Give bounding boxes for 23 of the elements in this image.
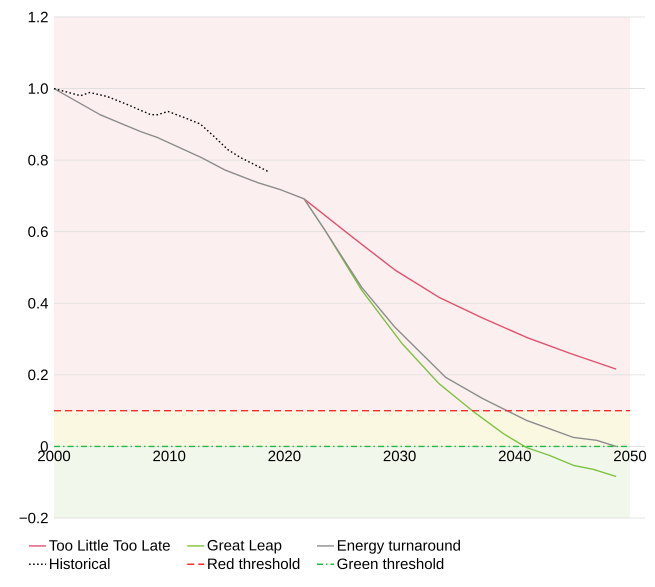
legend-label: Energy turnaround [338, 540, 460, 554]
legend-label: Green threshold [337, 558, 444, 570]
y-tick-label: 0.2 [28, 370, 48, 380]
x-tick-label: 2000 [38, 450, 70, 462]
y-tick-label: 1.0 [28, 83, 48, 94]
y-tick-label: 0.8 [28, 154, 48, 166]
legend-label: Historical [50, 558, 110, 570]
y-tick-label: 0.6 [28, 226, 48, 238]
y-tick-label: 0.4 [28, 298, 48, 309]
x-tick-label: 2030 [384, 450, 416, 462]
x-tick-label: 2010 [153, 450, 186, 462]
legend-label: Red threshold [208, 558, 300, 570]
x-tick-label: 2040 [498, 450, 531, 462]
line-series [303, 198, 617, 370]
y-tick-label: −0.2 [20, 512, 48, 524]
x-tick-label: 2020 [268, 450, 300, 462]
y-tick-label: 0 [40, 441, 48, 452]
legend-label: Too Little Too Late [49, 540, 170, 551]
x-tick-label: 2050 [614, 450, 646, 462]
line-series [53, 88, 269, 172]
legend-label: Great Leap [208, 540, 282, 554]
y-tick-label: 1.2 [28, 12, 48, 22]
line-series [53, 88, 617, 448]
